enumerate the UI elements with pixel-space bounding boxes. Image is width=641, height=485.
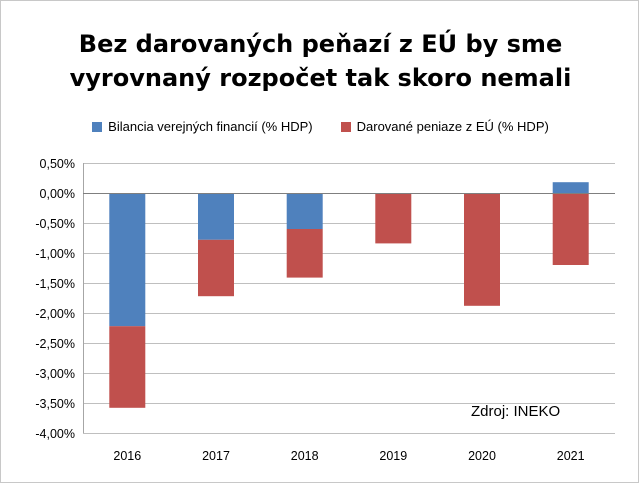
- y-tick-label: -2,50%: [35, 337, 75, 351]
- chart-legend: Bilancia verejných financií (% HDP) Daro…: [1, 119, 638, 134]
- bar-balance: [109, 193, 146, 327]
- y-tick-label: 0,00%: [40, 187, 75, 201]
- y-tick-label: -1,00%: [35, 247, 75, 261]
- x-tick-label: 2019: [379, 449, 407, 463]
- y-tick-label: -2,00%: [35, 307, 75, 321]
- bar-eu-funds: [552, 193, 589, 265]
- bar-eu-funds: [109, 326, 146, 408]
- legend-item-balance: Bilancia verejných financií (% HDP): [92, 119, 313, 134]
- chart-title-line-1: Bez darovaných peňazí z EÚ by sme: [78, 30, 563, 58]
- y-tick-label: -1,50%: [35, 277, 75, 291]
- bar-balance: [198, 193, 234, 240]
- bar-eu-funds: [286, 229, 323, 278]
- chart-title: Bez darovaných peňazí z EÚ by sme vyrovn…: [1, 27, 638, 95]
- y-tick-label: 0,50%: [40, 157, 75, 171]
- legend-item-eu-funds: Darované peniaze z EÚ (% HDP): [340, 119, 549, 134]
- x-tick-label: 2016: [113, 449, 141, 463]
- source-note: Zdroj: INEKO: [471, 403, 561, 420]
- legend-label-eu-funds: Darované peniaze z EÚ (% HDP): [356, 119, 549, 134]
- bar-balance: [286, 193, 323, 229]
- y-tick-label: -3,50%: [35, 397, 75, 411]
- y-tick-label: -4,00%: [35, 427, 75, 441]
- bar-eu-funds: [464, 193, 500, 306]
- legend-swatch-eu-funds: [340, 121, 351, 132]
- bar-eu-funds: [375, 193, 412, 244]
- x-tick-label: 2020: [468, 449, 496, 463]
- legend-label-balance: Bilancia verejných financií (% HDP): [108, 119, 313, 134]
- x-tick-label: 2018: [291, 449, 319, 463]
- chart-title-line-2: vyrovnaný rozpočet tak skoro nemali: [69, 64, 572, 92]
- x-tick-label: 2021: [557, 449, 585, 463]
- y-tick-label: -3,00%: [35, 367, 75, 381]
- bar-balance: [552, 182, 589, 193]
- legend-swatch-balance: [92, 121, 103, 132]
- x-tick-label: 2017: [202, 449, 230, 463]
- y-tick-label: -0,50%: [35, 217, 75, 231]
- bar-eu-funds: [198, 239, 234, 297]
